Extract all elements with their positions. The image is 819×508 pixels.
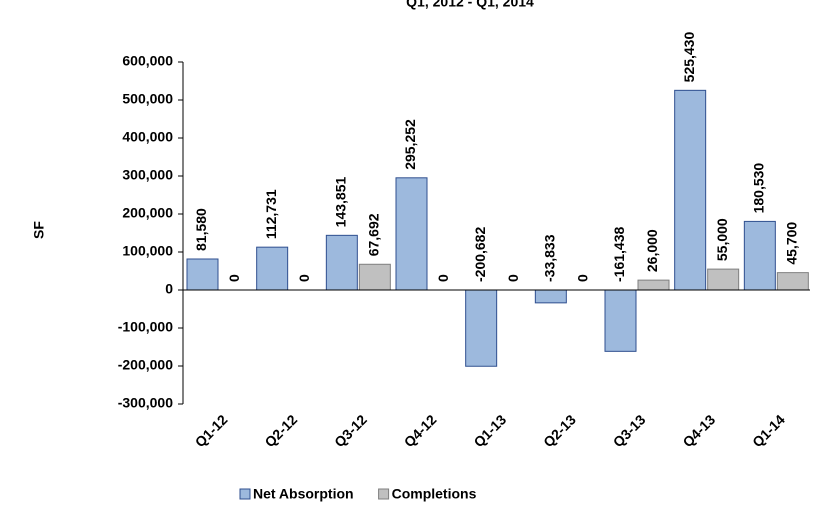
value-label: 26,000 (644, 229, 660, 272)
x-tick-label: Q2-12 (261, 411, 300, 450)
value-label: 143,851 (333, 177, 349, 228)
value-label: 0 (226, 274, 242, 282)
y-tick-label: -100,000 (118, 319, 173, 335)
legend-swatch (378, 488, 390, 500)
value-label: -33,833 (542, 234, 558, 282)
chart-title: Q1, 2012 - Q1, 2014 (406, 0, 534, 10)
value-label: -200,682 (472, 227, 488, 282)
y-tick-label: 300,000 (122, 167, 173, 183)
value-label: 112,731 (263, 189, 279, 239)
bar (604, 289, 637, 352)
y-tick-label: -200,000 (118, 357, 173, 373)
bar (707, 268, 740, 291)
y-tick-label: 400,000 (122, 129, 173, 145)
y-axis-label: SF (31, 221, 47, 239)
x-tick-label: Q3-12 (331, 411, 370, 450)
value-label: 67,692 (366, 213, 382, 256)
x-tick-label: Q1-14 (749, 411, 788, 450)
y-tick-label: 500,000 (122, 91, 173, 107)
bar (358, 263, 391, 291)
bar (743, 220, 776, 291)
bar (325, 234, 358, 291)
bar (186, 258, 219, 291)
value-label: -161,438 (611, 227, 627, 282)
legend-label: Completions (392, 486, 477, 502)
bar (776, 272, 809, 291)
y-tick-label: 600,000 (122, 53, 173, 69)
legend-swatch (239, 488, 251, 500)
x-tick-label: Q2-13 (540, 411, 579, 450)
value-label: 180,530 (751, 163, 767, 214)
value-label: 0 (296, 274, 312, 282)
value-label: 0 (575, 274, 591, 282)
value-label: 81,580 (193, 208, 209, 251)
legend-label: Net Absorption (253, 486, 354, 502)
value-label: 55,000 (714, 218, 730, 261)
bar (637, 279, 670, 291)
bar (465, 289, 498, 367)
x-tick-label: Q1-13 (470, 411, 509, 450)
value-label: 0 (505, 274, 521, 282)
x-tick-label: Q1-12 (192, 411, 231, 450)
x-tick-label: Q4-12 (401, 411, 440, 450)
value-label: 525,430 (681, 32, 697, 83)
x-tick-label: Q4-13 (679, 411, 718, 450)
value-label: 295,252 (402, 119, 418, 170)
y-tick-label: 0 (165, 281, 173, 297)
y-tick-label: 100,000 (122, 243, 173, 259)
value-label: 0 (435, 274, 451, 282)
bar (674, 89, 707, 291)
bar (256, 246, 289, 291)
value-label: 45,700 (784, 222, 800, 265)
bar (395, 177, 428, 291)
y-tick-label: -300,000 (118, 395, 173, 411)
y-tick-label: 200,000 (122, 205, 173, 221)
x-tick-label: Q3-13 (610, 411, 649, 450)
bar (534, 289, 567, 304)
